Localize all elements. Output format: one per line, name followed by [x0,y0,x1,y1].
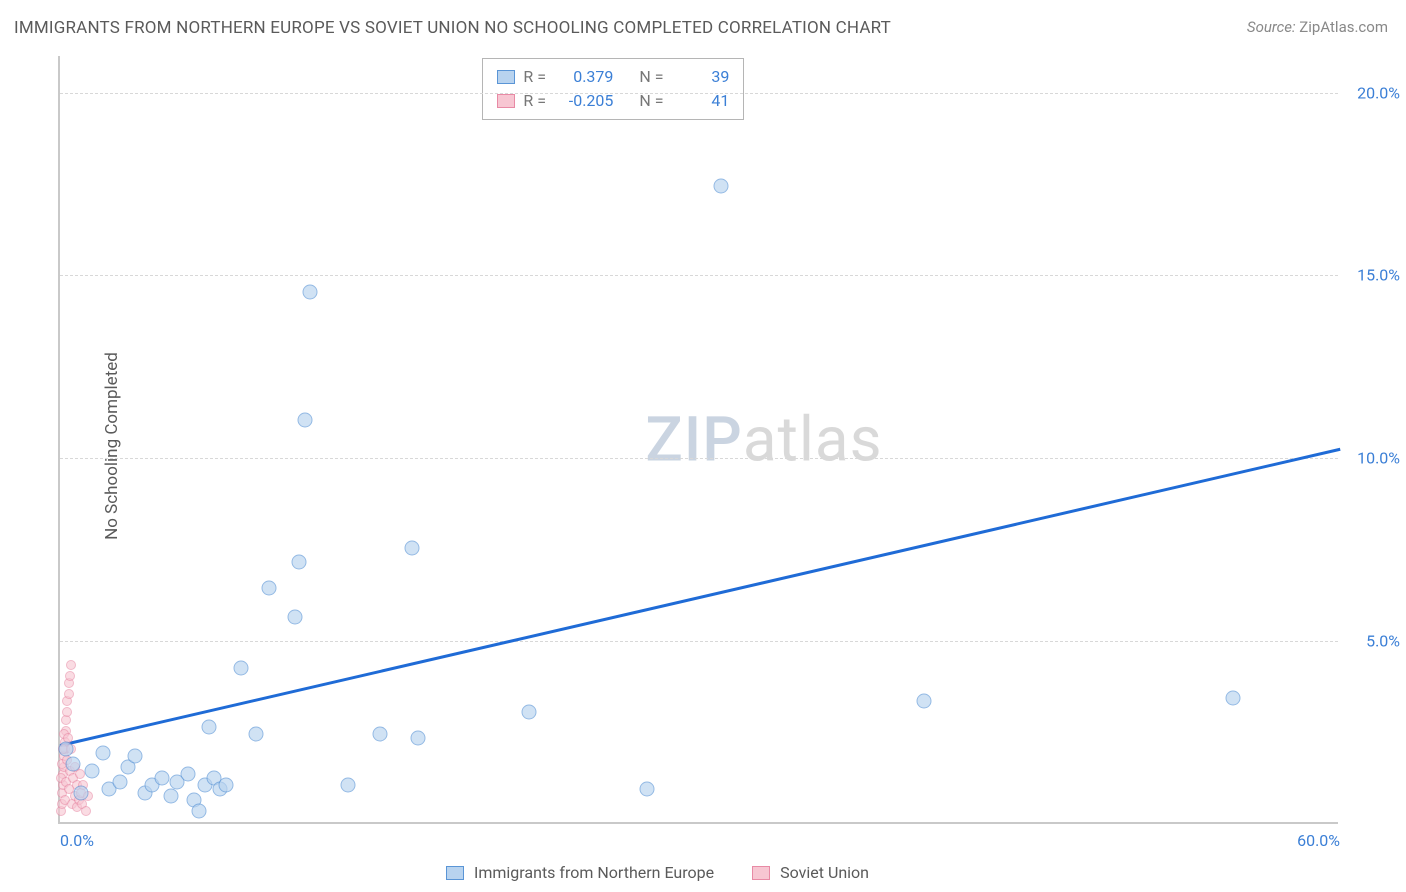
legend-label-a: Immigrants from Northern Europe [474,863,714,882]
data-point-northern-europe [219,778,234,793]
legend-label-b: Soviet Union [780,863,869,882]
data-point-soviet-union [65,671,75,681]
data-point-soviet-union [62,707,72,717]
source-value: ZipAtlas.com [1299,18,1388,36]
data-point-northern-europe [522,705,537,720]
data-point-northern-europe [163,789,178,804]
n-label-a: N = [639,65,665,89]
data-point-northern-europe [639,782,654,797]
gridline-y [60,458,1338,459]
data-point-northern-europe [112,774,127,789]
data-point-northern-europe [341,778,356,793]
y-tick-label: 10.0% [1357,449,1400,468]
legend-bottom: Immigrants from Northern Europe Soviet U… [446,863,869,882]
y-tick-label: 5.0% [1366,632,1400,651]
watermark-atlas: atlas [743,404,883,477]
data-point-northern-europe [714,178,729,193]
data-point-northern-europe [298,412,313,427]
data-point-northern-europe [202,719,217,734]
x-tick-label: 0.0% [60,831,94,850]
y-tick-label: 15.0% [1357,266,1400,285]
watermark-zip: ZIP [645,404,743,477]
data-point-northern-europe [917,694,932,709]
data-point-northern-europe [291,555,306,570]
swatch-series-b [497,94,515,108]
gridline-y [60,93,1338,94]
chart-title: IMMIGRANTS FROM NORTHERN EUROPE VS SOVIE… [14,18,891,38]
data-point-northern-europe [411,730,426,745]
regression-line [60,447,1341,746]
y-tick-label: 20.0% [1357,83,1400,102]
data-point-northern-europe [287,610,302,625]
r-value-a: 0.379 [557,65,613,89]
data-point-northern-europe [155,771,170,786]
data-point-northern-europe [234,661,249,676]
data-point-northern-europe [65,756,80,771]
x-tick-label: 60.0% [1297,831,1340,850]
swatch-series-a-bottom [446,866,464,880]
data-point-northern-europe [191,804,206,819]
swatch-series-b-bottom [752,866,770,880]
data-point-northern-europe [59,741,74,756]
data-point-northern-europe [74,785,89,800]
data-point-northern-europe [249,727,264,742]
data-point-northern-europe [1226,690,1241,705]
data-point-soviet-union [81,806,91,816]
data-point-northern-europe [95,745,110,760]
data-point-northern-europe [405,540,420,555]
legend-correlation-box: R = 0.379 N = 39 R = -0.205 N = 41 [482,58,744,120]
gridline-y [60,275,1338,276]
data-point-northern-europe [181,767,196,782]
data-point-northern-europe [127,749,142,764]
data-point-northern-europe [373,727,388,742]
data-point-soviet-union [66,660,76,670]
source-label: Source: [1247,18,1299,36]
n-value-a: 39 [673,65,729,89]
legend-row-a: R = 0.379 N = 39 [497,65,729,89]
gridline-y [60,641,1338,642]
data-point-soviet-union [64,689,74,699]
data-point-northern-europe [85,763,100,778]
data-point-northern-europe [302,284,317,299]
swatch-series-a [497,70,515,84]
source-attribution: Source: ZipAtlas.com [1247,18,1388,36]
r-label-a: R = [523,65,549,89]
data-point-northern-europe [262,580,277,595]
watermark: ZIPatlas [645,404,882,477]
plot-area: ZIPatlas R = 0.379 N = 39 R = -0.205 N =… [58,56,1338,824]
data-point-soviet-union [75,769,85,779]
